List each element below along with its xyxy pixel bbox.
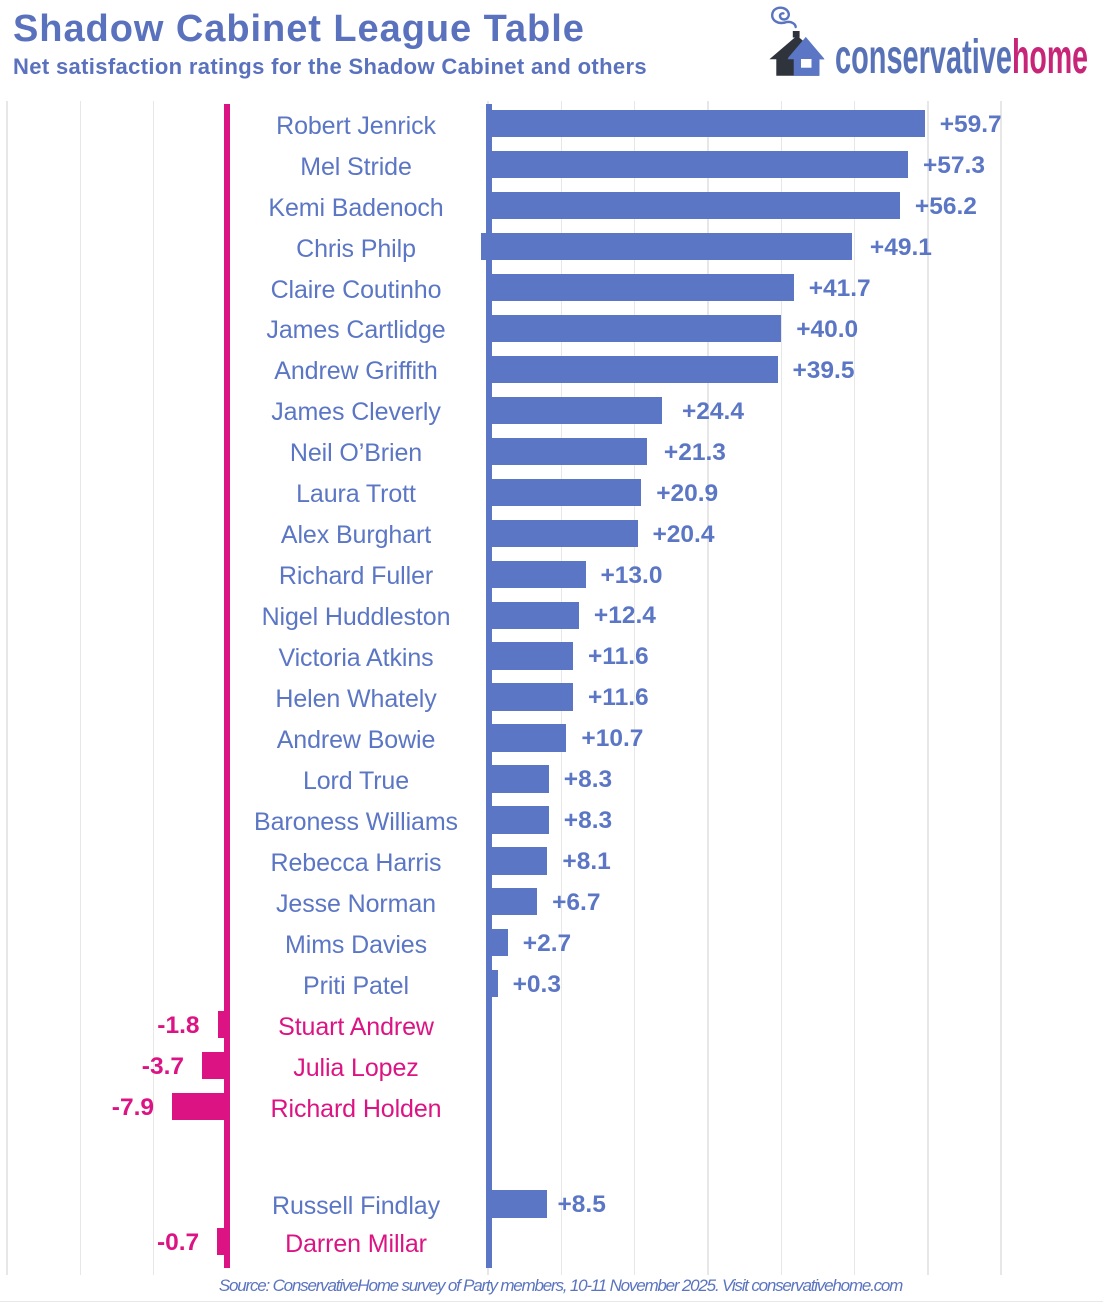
svg-text:home: home — [1012, 31, 1088, 84]
svg-text:conservative: conservative — [835, 31, 1012, 84]
